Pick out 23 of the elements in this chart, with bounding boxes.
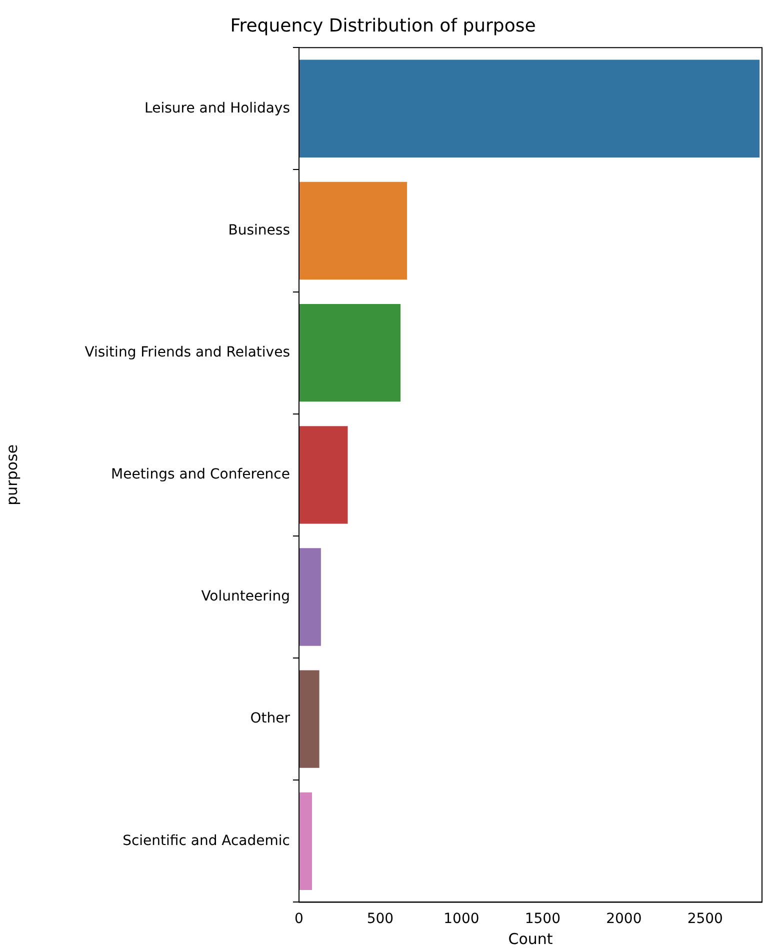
x-axis-title: Count [508,930,553,948]
y-tick-label: Scientific and Academic [122,832,290,849]
y-tick-label: Meetings and Conference [111,466,290,483]
y-tick-label: Volunteering [201,588,290,605]
x-tick-label: 2000 [606,911,642,928]
y-tick-label: Visiting Friends and Relatives [84,344,290,360]
bar [299,670,320,768]
bar [299,182,408,280]
y-tick-label: Leisure and Holidays [144,100,290,116]
x-tick-label: 1500 [524,911,561,928]
y-tick-label: Other [250,710,290,727]
bar [299,426,348,524]
x-tick-label: 500 [366,911,394,928]
bar [299,60,760,158]
bar [299,548,321,646]
y-axis-title: purpose [2,444,21,506]
bar [299,304,401,402]
bar [299,792,312,890]
x-tick-label: 2500 [687,911,723,928]
x-tick-label: 0 [294,911,304,928]
y-tick-label: Business [228,222,290,238]
chart-title: Frequency Distribution of purpose [230,15,536,36]
x-tick-label: 1000 [444,911,480,928]
